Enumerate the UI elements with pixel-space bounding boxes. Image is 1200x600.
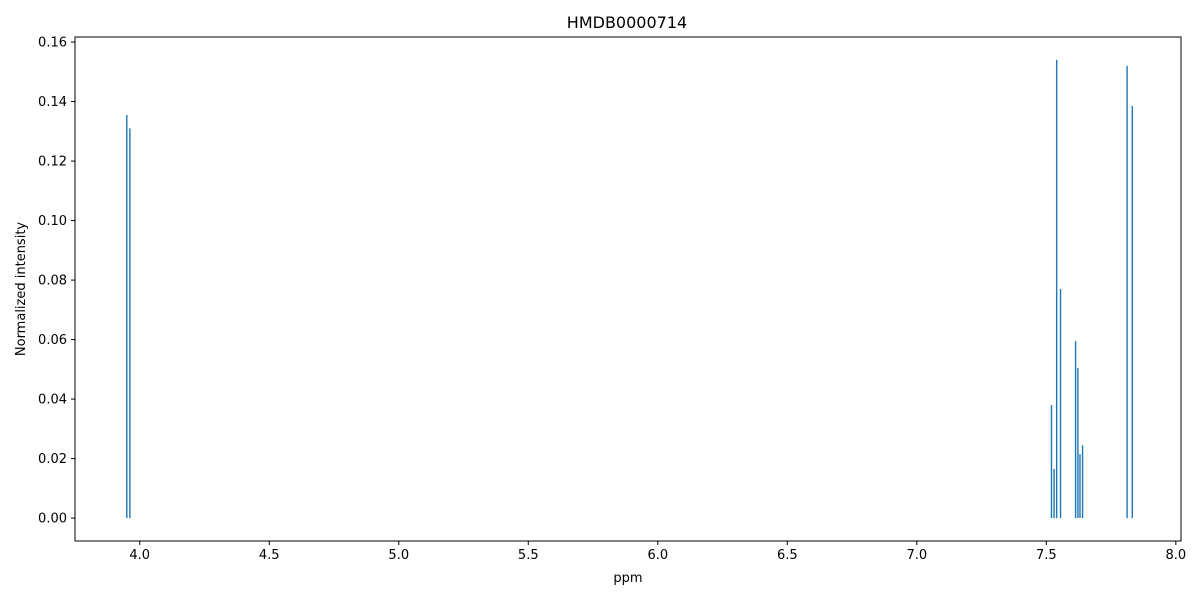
x-tick-label: 7.5: [1036, 548, 1057, 563]
chart-title: HMDB0000714: [567, 13, 687, 32]
plot-frame: [74, 36, 1182, 542]
y-tick-label: 0.10: [38, 214, 67, 229]
y-axis-label: Normalized intensity: [14, 222, 29, 357]
y-tick-label: 0.08: [38, 274, 67, 289]
y-axis: 0.00 0.02 0.04 0.06 0.08 0.10 0.12 0.14 0.16: [38, 36, 75, 527]
x-axis-label: ppm: [613, 571, 642, 586]
y-tick-label: 0.04: [38, 393, 67, 408]
y-tick-label: 0.00: [38, 512, 67, 527]
y-tick-label: 0.12: [38, 155, 67, 170]
x-tick-label: 5.5: [518, 548, 539, 563]
x-tick-label: 6.5: [777, 548, 798, 563]
x-tick-label: 4.0: [129, 548, 150, 563]
x-tick-label: 7.0: [906, 548, 927, 563]
x-tick-label: 4.5: [259, 548, 280, 563]
y-tick-label: 0.02: [38, 452, 67, 467]
y-tick-label: 0.14: [38, 95, 67, 110]
y-tick-label: 0.06: [38, 333, 67, 348]
y-tick-label: 0.16: [38, 36, 67, 51]
x-axis: 4.0 4.5 5.0 5.5 6.0 6.5 7.0 7.5 8.0: [129, 541, 1186, 563]
x-tick-label: 6.0: [647, 548, 668, 563]
x-tick-label: 5.0: [388, 548, 409, 563]
x-tick-label: 8.0: [1165, 548, 1186, 563]
peak-series: [126, 59, 1134, 519]
